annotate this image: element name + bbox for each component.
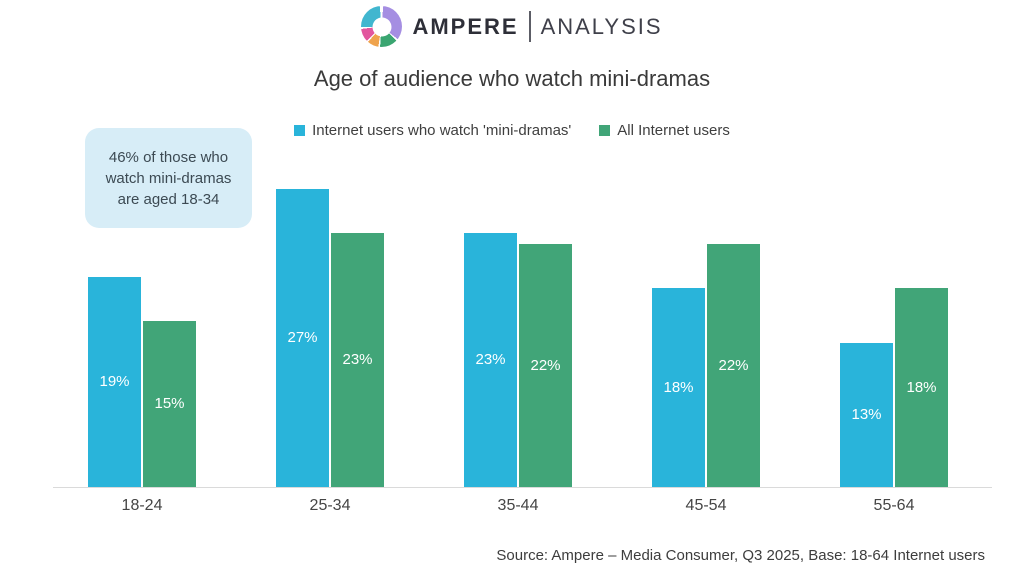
legend-item-watchers: Internet users who watch 'mini-dramas' bbox=[294, 122, 571, 139]
legend-label-all-users: All Internet users bbox=[617, 122, 730, 139]
bar-55-64-all-users: 18% bbox=[895, 288, 948, 487]
bar-value-label: 27% bbox=[287, 329, 318, 346]
bar-value-label: 22% bbox=[718, 356, 749, 374]
brand-subname: ANALYSIS bbox=[540, 13, 663, 39]
bar-value-label: 23% bbox=[342, 351, 373, 368]
bar-value-label: 18% bbox=[906, 378, 937, 396]
category-label-45-54: 45-54 bbox=[685, 497, 727, 514]
callout-text: 46% of those who watch mini-dramas are a… bbox=[105, 148, 232, 208]
category-label-18-24: 18-24 bbox=[121, 497, 163, 514]
bar-18-24-watchers: 19% bbox=[88, 277, 141, 487]
callout-annotation: 46% of those who watch mini-dramas are a… bbox=[85, 128, 252, 228]
bar-value-label: 23% bbox=[475, 351, 506, 368]
bar-25-34-all-users: 23% bbox=[331, 233, 384, 487]
brand-header: AMPERE ANALYSIS bbox=[0, 6, 1024, 47]
bar-45-54-watchers: 18% bbox=[652, 288, 705, 487]
bar-35-44-watchers: 23% bbox=[464, 233, 517, 487]
bar-45-54-all-users: 22% bbox=[707, 244, 760, 487]
brand-divider bbox=[528, 11, 531, 42]
bar-value-label: 18% bbox=[663, 378, 694, 396]
legend-label-watchers: Internet users who watch 'mini-dramas' bbox=[312, 122, 572, 139]
category-label-35-44: 35-44 bbox=[497, 497, 539, 514]
bar-55-64-watchers: 13% bbox=[840, 343, 893, 487]
legend-marker-green bbox=[599, 125, 611, 136]
chart-title: Age of audience who watch mini-dramas bbox=[313, 66, 711, 91]
brand-name: AMPERE bbox=[412, 13, 519, 39]
bar-25-34-watchers: 27% bbox=[276, 189, 329, 487]
bar-18-24-all-users: 15% bbox=[143, 321, 196, 487]
ampere-donut-logo-icon bbox=[361, 6, 403, 47]
bar-value-label: 15% bbox=[154, 395, 185, 412]
legend-marker-teal bbox=[294, 125, 306, 136]
x-axis-line bbox=[53, 487, 992, 488]
bar-value-label: 13% bbox=[851, 406, 882, 423]
category-label-55-64: 55-64 bbox=[873, 497, 915, 514]
source-note: Source: Ampere – Media Consumer, Q3 2025… bbox=[496, 547, 985, 564]
bar-value-label: 22% bbox=[530, 356, 561, 374]
legend: Internet users who watch 'mini-dramas' A… bbox=[0, 122, 1024, 139]
bar-value-label: 19% bbox=[99, 373, 130, 390]
bar-35-44-all-users: 22% bbox=[519, 244, 572, 487]
legend-item-all-users: All Internet users bbox=[599, 122, 730, 139]
category-label-25-34: 25-34 bbox=[309, 497, 351, 514]
